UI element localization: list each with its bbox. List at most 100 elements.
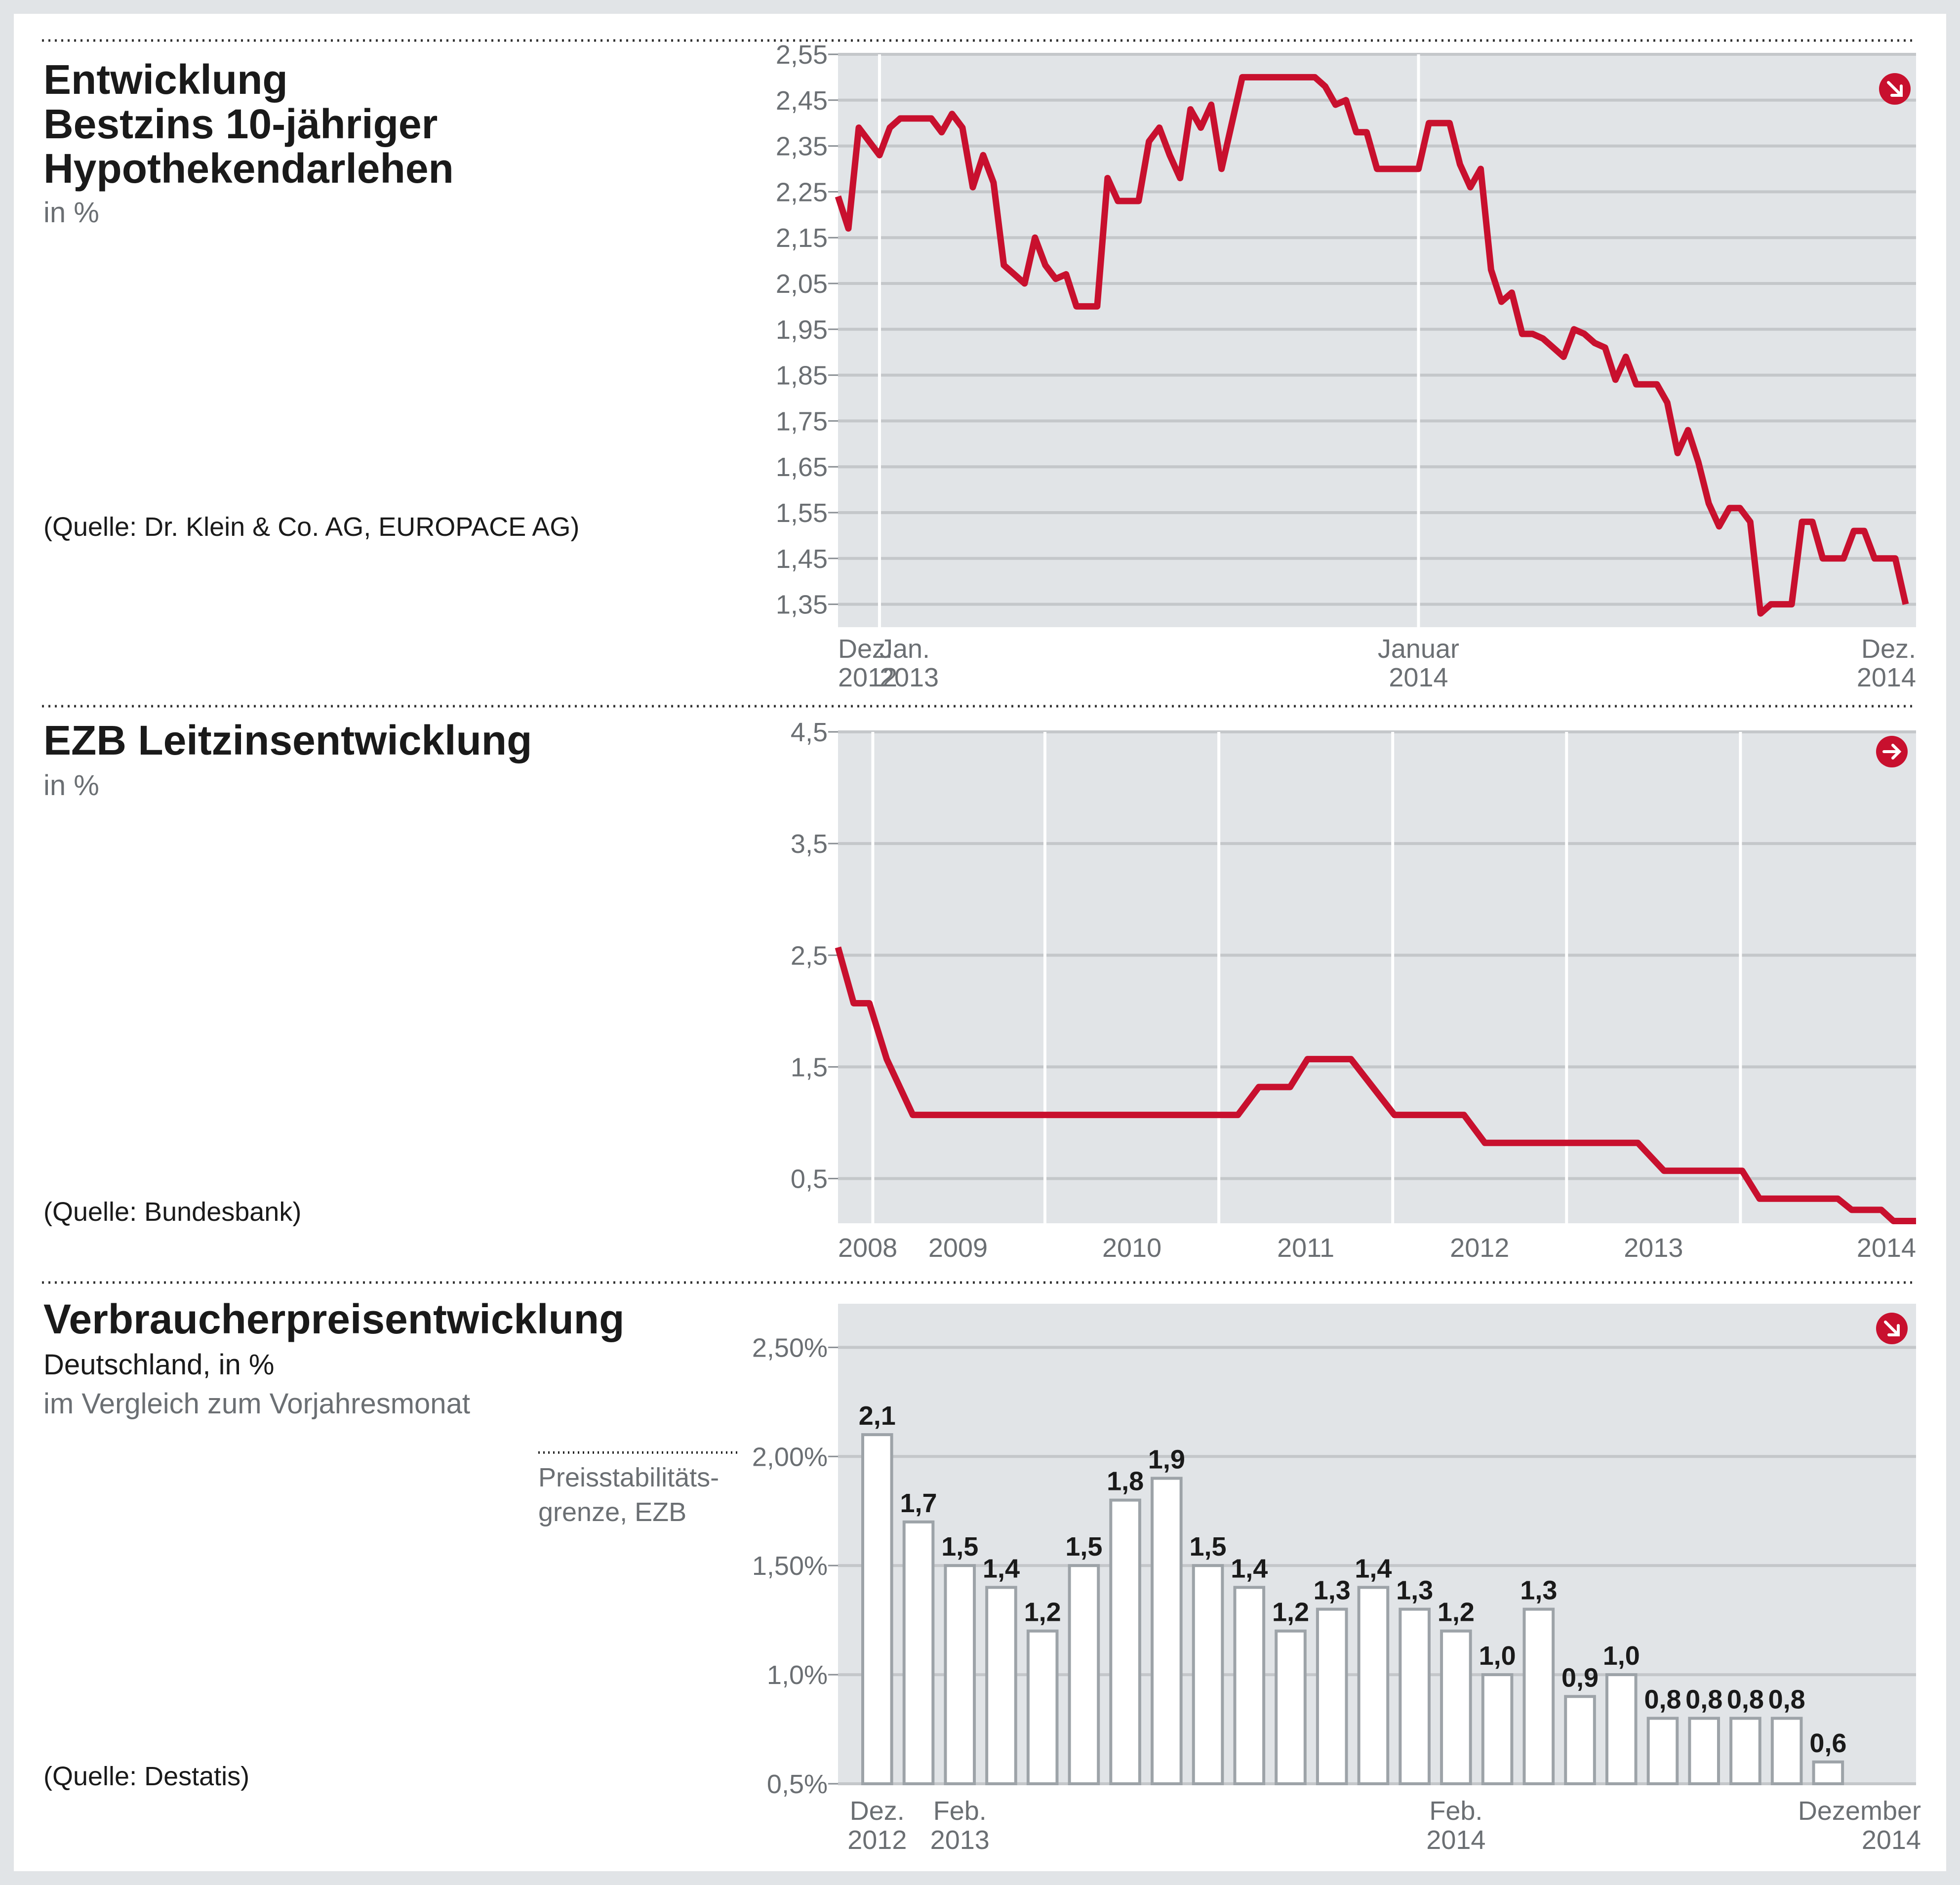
bar-value-label: 0,6 [1809, 1728, 1846, 1758]
panel-ecb-rate: EZB Leitzinsentwicklung in % (Quelle: Bu… [43, 717, 532, 1227]
bar-value-label: 1,0 [1479, 1641, 1516, 1671]
bar-value-label: 1,2 [1272, 1598, 1309, 1627]
panel-title-line: Bestzins 10-jähriger [43, 101, 438, 147]
y-tick-label: 1,5 [791, 1052, 828, 1082]
bar-value-label: 1,3 [1520, 1576, 1557, 1605]
series-line [835, 946, 1916, 1224]
bar-value-label: 0,8 [1685, 1684, 1722, 1714]
y-tick-label: 1,65 [776, 452, 828, 482]
x-tick-label: Dezember [1798, 1796, 1921, 1826]
x-tick-label: 2014 [1426, 1825, 1485, 1855]
bar [1564, 1695, 1596, 1785]
source-note: (Quelle: Destatis) [43, 1762, 249, 1791]
y-tick-label: 3,5 [791, 829, 828, 859]
bar [1109, 1498, 1141, 1786]
y-tick-label: 4,5 [791, 718, 828, 747]
x-tick-label: Dez. [1861, 634, 1916, 664]
panel-subtitle: Deutschland, in % [43, 1349, 274, 1381]
source-note: (Quelle: Bundesbank) [43, 1197, 301, 1227]
trend-icon-arrow [1884, 1321, 1900, 1336]
line-chart-1: 4,5 3,5 2,5 1,5 0,5 2008 2009 2010 2011 2012 2013 2… [791, 718, 1916, 1263]
trend-icon-arrow [1887, 81, 1903, 97]
y-tick-label: 1,45 [776, 544, 828, 574]
plot-area [838, 732, 1916, 1223]
bar [1357, 1586, 1390, 1785]
bar [1026, 1629, 1059, 1786]
x-tick-label: 2014 [1389, 663, 1448, 692]
bar-value-label: 1,4 [1355, 1554, 1392, 1583]
x-tick-label: 2012 [838, 663, 897, 692]
y-tick-label: 1,35 [776, 590, 828, 620]
x-tick-label: Feb. [933, 1796, 987, 1826]
bar-value-label: 1,4 [983, 1554, 1020, 1583]
x-tick-label: 2013 [930, 1825, 990, 1855]
bar-value-label: 1,4 [1231, 1554, 1268, 1583]
bar [1440, 1629, 1472, 1786]
bar-chart: 2,50%2,00%1,50%1,0%0,5%2,11,71,51,41,21,… [538, 1304, 1921, 1855]
x-tick-label: Januar [1378, 634, 1459, 664]
y-tick-label: 1,0% [767, 1660, 828, 1690]
arrow-down-right-icon [1876, 1313, 1908, 1344]
x-tick-label: 2009 [928, 1233, 988, 1263]
arrow-right-icon [1876, 736, 1908, 767]
bar [944, 1564, 976, 1786]
bar [1729, 1717, 1761, 1786]
panel-title-line: Verbraucherpreisentwicklung [43, 1296, 624, 1342]
x-tick-label: Feb. [1429, 1796, 1482, 1826]
bar-value-label: 1,7 [900, 1488, 937, 1518]
bar-value-label: 2,1 [859, 1401, 896, 1431]
bar-value-label: 0,8 [1644, 1684, 1681, 1714]
bar-value-label: 0,8 [1727, 1684, 1764, 1714]
bar-value-label: 1,2 [1024, 1598, 1061, 1627]
y-tick-label: 0,5% [767, 1769, 828, 1799]
bar-value-label: 1,5 [1065, 1532, 1102, 1562]
bar [1605, 1673, 1638, 1785]
bar [902, 1520, 935, 1785]
y-tick-label: 2,25 [776, 177, 828, 207]
reference-line-label: grenze, EZB [538, 1497, 686, 1527]
line-chart-0: 2,55 2,45 2,35 2,25 2,15 2,05 1,95 1,85 1,75 1,65… [776, 40, 1916, 692]
x-tick-label: Dez. [838, 634, 893, 664]
panel-title-line: EZB Leitzinsentwicklung [43, 717, 532, 763]
arrow-down-right-icon [1879, 73, 1911, 105]
bar [985, 1586, 1017, 1785]
bar [1151, 1477, 1183, 1786]
bar-value-label: 1,2 [1438, 1598, 1475, 1627]
panel-consumer-prices: Verbraucherpreisentwicklung Deutschland,… [43, 1296, 719, 1791]
panel-title-line: Entwicklung [43, 56, 288, 103]
x-tick-label: 2013 [880, 663, 939, 692]
x-tick-label: Jan. [880, 634, 930, 664]
bar-value-label: 0,9 [1561, 1663, 1599, 1692]
bar [1646, 1717, 1679, 1786]
bar [1316, 1607, 1348, 1785]
x-tick-label: Dez. [850, 1796, 905, 1826]
y-tick-label: 1,75 [776, 406, 828, 436]
y-tick-label: 2,5 [791, 941, 828, 970]
bar-value-label: 1,3 [1314, 1576, 1351, 1605]
y-tick-label: 2,05 [776, 269, 828, 299]
x-tick-label: 2014 [1857, 1233, 1916, 1263]
panel-mortgage-rates: Entwicklung Bestzins 10-jähriger Hypothe… [43, 56, 579, 542]
bar [861, 1433, 893, 1785]
charts-layer: 2,55 2,45 2,35 2,25 2,15 2,05 1,95 1,85 1,75 1,65… [538, 40, 1921, 1855]
panel-subtitle-secondary: im Vergleich zum Vorjahresmonat [43, 1388, 470, 1420]
x-tick-label: 2013 [1624, 1233, 1683, 1263]
y-tick-label: 0,5 [791, 1164, 828, 1194]
bar-value-label: 1,3 [1396, 1576, 1433, 1605]
y-tick-label: 1,55 [776, 498, 828, 528]
bar-value-label: 1,5 [941, 1532, 978, 1562]
y-tick-label: 2,55 [776, 40, 828, 70]
bar [1688, 1717, 1720, 1786]
x-tick-label: 2012 [1450, 1233, 1509, 1263]
bar [1275, 1629, 1307, 1786]
y-tick-label: 1,50% [752, 1551, 828, 1581]
bar [1812, 1760, 1844, 1785]
panel-subtitle: in % [43, 769, 99, 802]
x-tick-label: 2014 [1862, 1825, 1921, 1855]
y-tick-label: 2,15 [776, 223, 828, 253]
x-tick-label: 2008 [838, 1233, 897, 1263]
y-tick-label: 1,85 [776, 361, 828, 391]
x-tick-label: 2011 [1277, 1233, 1334, 1263]
bar-value-label: 0,8 [1768, 1684, 1805, 1714]
